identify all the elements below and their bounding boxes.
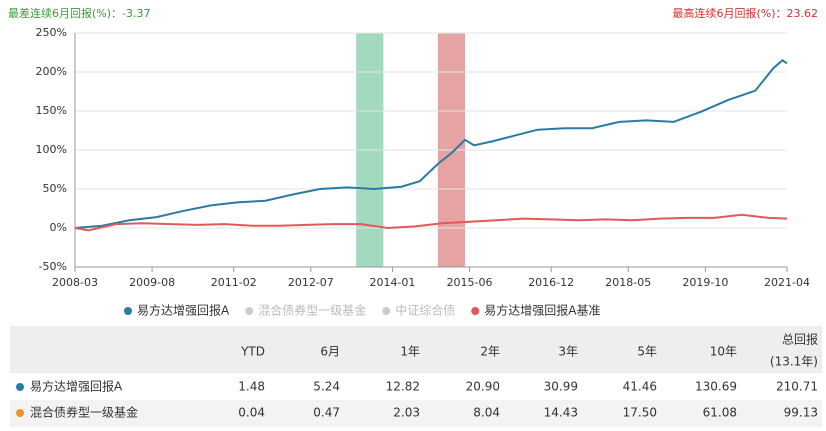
- x-tick-label: 2014-01: [369, 276, 415, 289]
- column-header: 3年: [558, 345, 578, 359]
- x-tick-label: 2019-10: [682, 276, 728, 289]
- y-tick-label: 50%: [43, 182, 67, 195]
- cell: 2.03: [393, 406, 420, 420]
- table: YTD 6月 1年 2年 3年 5年 10年 总回报 (13.1年) 易方达增强回报A 1.48 5.…: [16, 332, 818, 420]
- cell: 12.82: [386, 380, 420, 394]
- cell: 99.13: [784, 406, 818, 420]
- column-header: 10年: [710, 345, 737, 359]
- legend-label[interactable]: 易方达增强回报A基准: [484, 303, 600, 318]
- legend-label[interactable]: 易方达增强回报A: [137, 303, 230, 318]
- y-tick-label: 100%: [36, 143, 67, 156]
- table-header-bg: [10, 326, 822, 373]
- cell: 20.90: [466, 380, 500, 394]
- x-tick-label: 2011-02: [211, 276, 257, 289]
- cell: 130.69: [695, 380, 737, 394]
- column-header: 总回报: [782, 332, 818, 347]
- x-tick-label: 2012-07: [288, 276, 334, 289]
- cell: 0.04: [238, 406, 265, 420]
- legend-marker: [245, 307, 254, 315]
- x-tick-label: 2016-12: [528, 276, 574, 289]
- x-tick-label: 2015-06: [447, 276, 493, 289]
- row-name: 易方达增强回报A: [30, 379, 123, 394]
- series-line: [74, 213, 788, 232]
- row-marker: [16, 383, 24, 391]
- cell: 14.43: [544, 406, 578, 420]
- column-header: 2年: [480, 345, 500, 359]
- legend-label[interactable]: 混合债券型一级基金: [258, 303, 366, 318]
- row-name: 混合债券型一级基金: [30, 405, 138, 420]
- legend-marker: [124, 307, 132, 315]
- x-tick-label: 2021-04: [764, 276, 810, 289]
- column-header: 1年: [400, 345, 420, 359]
- cell: 30.99: [544, 380, 578, 394]
- y-tick-label: 0%: [50, 221, 67, 234]
- legend-marker: [382, 307, 391, 315]
- legend-marker: [471, 307, 480, 315]
- worst-note: 最差连续6月回报(%)：-3.37: [8, 6, 151, 20]
- cell: 5.24: [313, 380, 340, 394]
- y-tick-label: 150%: [36, 104, 67, 117]
- legend-label[interactable]: 中证综合债: [395, 303, 455, 318]
- y-tick-label: 200%: [36, 65, 67, 78]
- cell: 210.71: [776, 380, 818, 394]
- cell: 0.47: [313, 406, 340, 420]
- series-line: [74, 59, 788, 229]
- y-tick-label: 250%: [36, 26, 67, 39]
- row-marker: [16, 409, 24, 417]
- plot: -50% 0% 50% 100% 150% 200% 250% 2008-03 2009-08 2…: [36, 26, 810, 318]
- cell: 1.48: [238, 380, 265, 394]
- y-tick-label: -50%: [39, 260, 67, 273]
- best-note: 最高连续6月回报(%)：23.62: [672, 6, 818, 20]
- cell: 41.46: [623, 380, 657, 394]
- x-tick-label: 2018-05: [605, 276, 651, 289]
- column-header: 5年: [637, 345, 657, 359]
- column-header: (13.1年): [770, 355, 818, 369]
- cell: 17.50: [623, 406, 657, 420]
- cell: 8.04: [473, 406, 500, 420]
- x-tick-label: 2008-03: [52, 276, 98, 289]
- cell: 61.08: [703, 406, 737, 420]
- column-header: 6月: [320, 345, 340, 359]
- x-tick-label: 2009-08: [129, 276, 175, 289]
- column-header: YTD: [240, 345, 265, 359]
- table-row-bg: [10, 400, 822, 427]
